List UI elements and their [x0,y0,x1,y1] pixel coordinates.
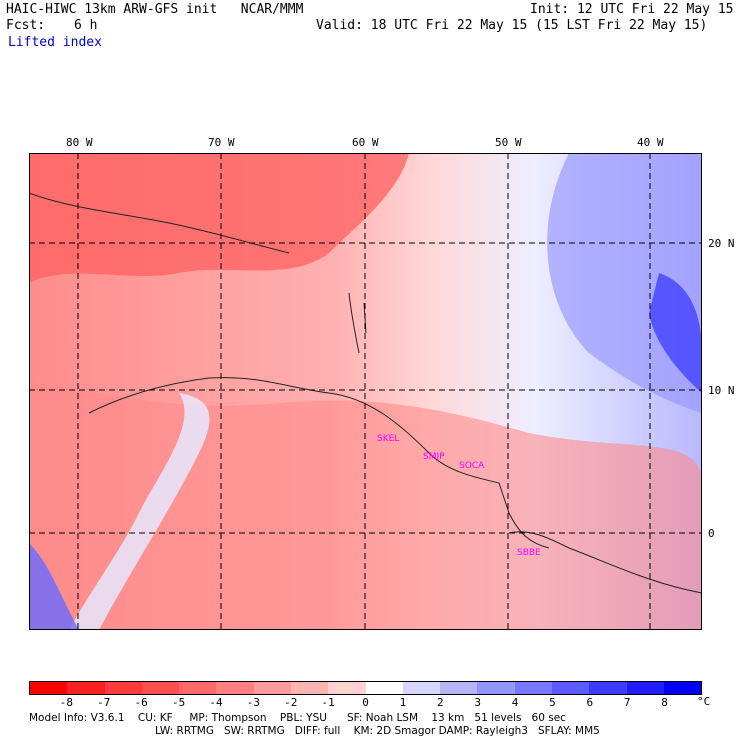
init-time: Init: 12 UTC Fri 22 May 15 [530,2,734,17]
colorbar-tick-label: -8 [59,696,74,709]
colorbar-swatch [104,682,142,694]
lon-label-60w: 60 W [352,136,379,149]
colorbar-tick-label: 5 [549,696,556,709]
map-frame [29,153,702,630]
colorbar-tick-label: 7 [623,696,631,709]
lifted-index-map: SKEL SMJP SOCA SBBE [29,153,702,630]
colorbar-swatch [179,682,217,694]
lon-label-80w: 80 W [66,136,93,149]
colorbar-unit: °C [697,695,711,708]
south-america-coastline [88,377,550,549]
colorbar-swatch [626,682,664,694]
colorbar-swatch [440,682,478,694]
colorbar [29,681,702,695]
positive-li-core [649,273,702,393]
colorbar-tick-label: -2 [284,696,298,709]
colorbar-swatch [551,682,590,694]
colorbar-swatch [477,682,515,694]
colorbar-tick-label: 4 [511,696,519,709]
lon-label-50w: 50 W [495,136,522,149]
colorbar-swatch [216,682,254,694]
colorbar-swatch [253,682,291,694]
colorbar-swatch [663,682,702,694]
model-info-line2: LW: RRTMG SW: RRTMG DIFF: full KM: 2D Sm… [155,725,600,737]
lat-label-10n: 10 N [708,384,735,397]
colorbar-tick-label: -4 [209,696,223,709]
colorbar-swatch [365,682,403,694]
lat-lon-grid [29,153,702,630]
colorbar-tick-label: -1 [321,696,335,709]
colorbar-tick-label: -3 [246,696,260,709]
colorbar-tick-label: 6 [586,696,594,709]
forecast-label: Fcst: [6,18,46,33]
forecast-value: 6 h [74,18,98,33]
lon-label-40w: 40 W [637,136,664,149]
colorbar-swatch [141,682,180,694]
field-name: Lifted index [8,35,102,50]
colorbar-swatch [589,682,627,694]
pacific-stable-region [29,543,79,630]
station-smjp: SMJP [423,452,445,462]
station-skel: SKEL [377,434,399,444]
colorbar-swatch [290,682,329,694]
colorbar-swatch [67,682,105,694]
colorbar-tick-label: 0 [362,696,369,709]
station-soca: SOCA [459,461,485,471]
lat-label-20n: 20 N [708,237,735,250]
colorbar-tick-label: 2 [436,696,444,709]
colorbar-swatch [30,682,68,694]
valid-time: Valid: 18 UTC Fri 22 May 15 (15 LST Fri … [316,18,708,33]
colorbar-swatch [402,682,441,694]
station-sbbe: SBBE [517,548,541,558]
colorbar-tick-label: 3 [474,696,481,709]
lat-label-0: 0 [708,527,715,540]
lon-label-70w: 70 W [208,136,235,149]
colorbar-tick-label: -7 [97,696,111,709]
colorbar-swatch [328,682,366,694]
colorbar-tick-label: 1 [399,696,407,709]
colorbar-tick-label: 8 [661,696,668,709]
negative-li-region [29,153,409,283]
colorbar-tick-label: -6 [134,696,148,709]
model-title: HAIC-HIWC 13km ARW-GFS init NCAR/MMM [6,2,304,17]
model-info-line1: Model Info: V3.6.1 CU: KF MP: Thompson P… [29,712,566,724]
colorbar-swatch [514,682,552,694]
colorbar-tick-label: -5 [171,696,186,709]
andes-stable-band [69,393,210,630]
